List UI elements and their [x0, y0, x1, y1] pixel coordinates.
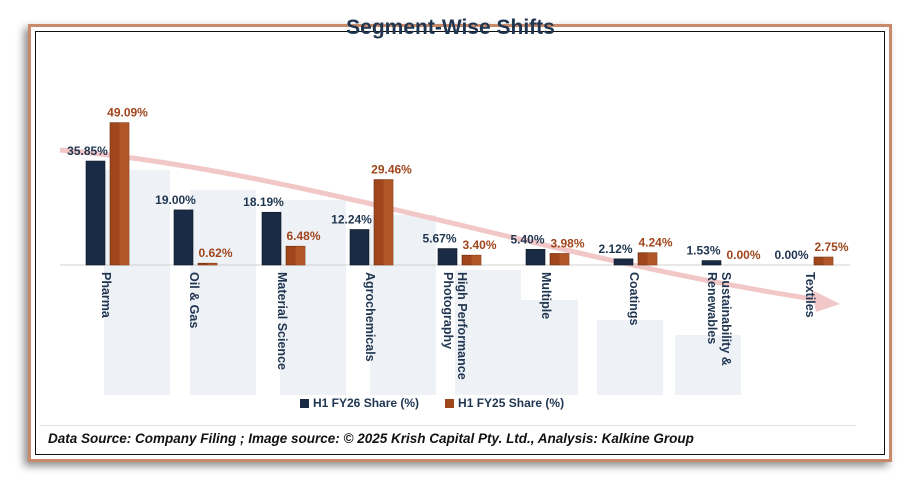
background-bar	[455, 270, 521, 395]
background-bar	[280, 200, 346, 395]
bar-highlight	[383, 179, 393, 265]
source-footer: Data Source: Company Filing ; Image sour…	[48, 431, 694, 446]
bar-highlight	[207, 263, 217, 265]
data-label: 18.19%	[243, 195, 284, 209]
category-label: High Performance	[455, 272, 469, 380]
data-label: 3.40%	[462, 238, 496, 252]
legend-swatch	[300, 399, 309, 409]
legend-label: H1 FY26 Share (%)	[313, 396, 420, 410]
data-label: 5.67%	[422, 232, 456, 246]
data-label: 5.40%	[510, 232, 544, 246]
bar-highlight	[647, 252, 657, 265]
category-label: Multiple	[539, 272, 553, 319]
data-label: 0.62%	[198, 246, 232, 260]
bar-highlight	[471, 255, 481, 265]
category-label: Coatings	[627, 272, 641, 326]
divider	[40, 425, 856, 426]
bar-highlight	[559, 253, 569, 265]
data-label: 0.00%	[726, 248, 760, 262]
legend-item-fy26: H1 FY26 Share (%)	[300, 396, 419, 410]
chart-title: Segment-Wise Shifts	[346, 16, 555, 39]
data-label: 0.00%	[774, 248, 808, 262]
category-label: Material Science	[275, 272, 289, 370]
data-label: 6.48%	[286, 229, 320, 243]
data-label: 29.46%	[371, 163, 412, 177]
data-label: 49.09%	[107, 106, 148, 120]
bar-fy26	[261, 211, 282, 266]
data-label: 3.98%	[550, 236, 584, 250]
category-label: Sustainability &	[719, 272, 733, 366]
data-label: 19.00%	[155, 193, 196, 207]
trend-arrow-icon	[59, 147, 821, 303]
background-bar	[597, 320, 663, 395]
bar-fy26	[701, 260, 722, 266]
legend-item-fy25: H1 FY25 Share (%)	[445, 396, 564, 410]
data-label: 1.53%	[686, 244, 720, 258]
bar-fy26	[613, 258, 634, 266]
background-bar	[675, 335, 741, 395]
category-label: Pharma	[99, 272, 113, 319]
data-label: 4.24%	[638, 236, 672, 250]
category-label: Photography	[441, 272, 455, 349]
bar-fy26	[437, 248, 458, 266]
legend-swatch	[445, 399, 455, 409]
bar-fy26	[525, 249, 546, 266]
bar-fy26	[349, 229, 370, 266]
data-label: 2.75%	[814, 240, 848, 254]
data-label: 2.12%	[598, 242, 632, 256]
bar-fy26	[85, 160, 106, 266]
bar-highlight	[295, 246, 305, 265]
legend-label: H1 FY25 Share (%)	[458, 396, 565, 410]
data-label: 35.85%	[67, 144, 108, 158]
category-label: Renewables	[705, 272, 719, 344]
bar-highlight	[823, 257, 833, 265]
category-label: Agrochemicals	[363, 272, 377, 362]
legend: H1 FY26 Share (%) H1 FY25 Share (%)	[300, 396, 564, 410]
arrow-head-icon	[812, 290, 840, 312]
category-label: Oil & Gas	[187, 272, 201, 328]
background-bar	[512, 300, 578, 395]
bar-highlight	[119, 122, 129, 265]
data-label: 12.24%	[331, 213, 372, 227]
background-bar	[190, 190, 256, 395]
category-label: Textiles	[803, 272, 817, 318]
bar-fy26	[173, 209, 194, 266]
